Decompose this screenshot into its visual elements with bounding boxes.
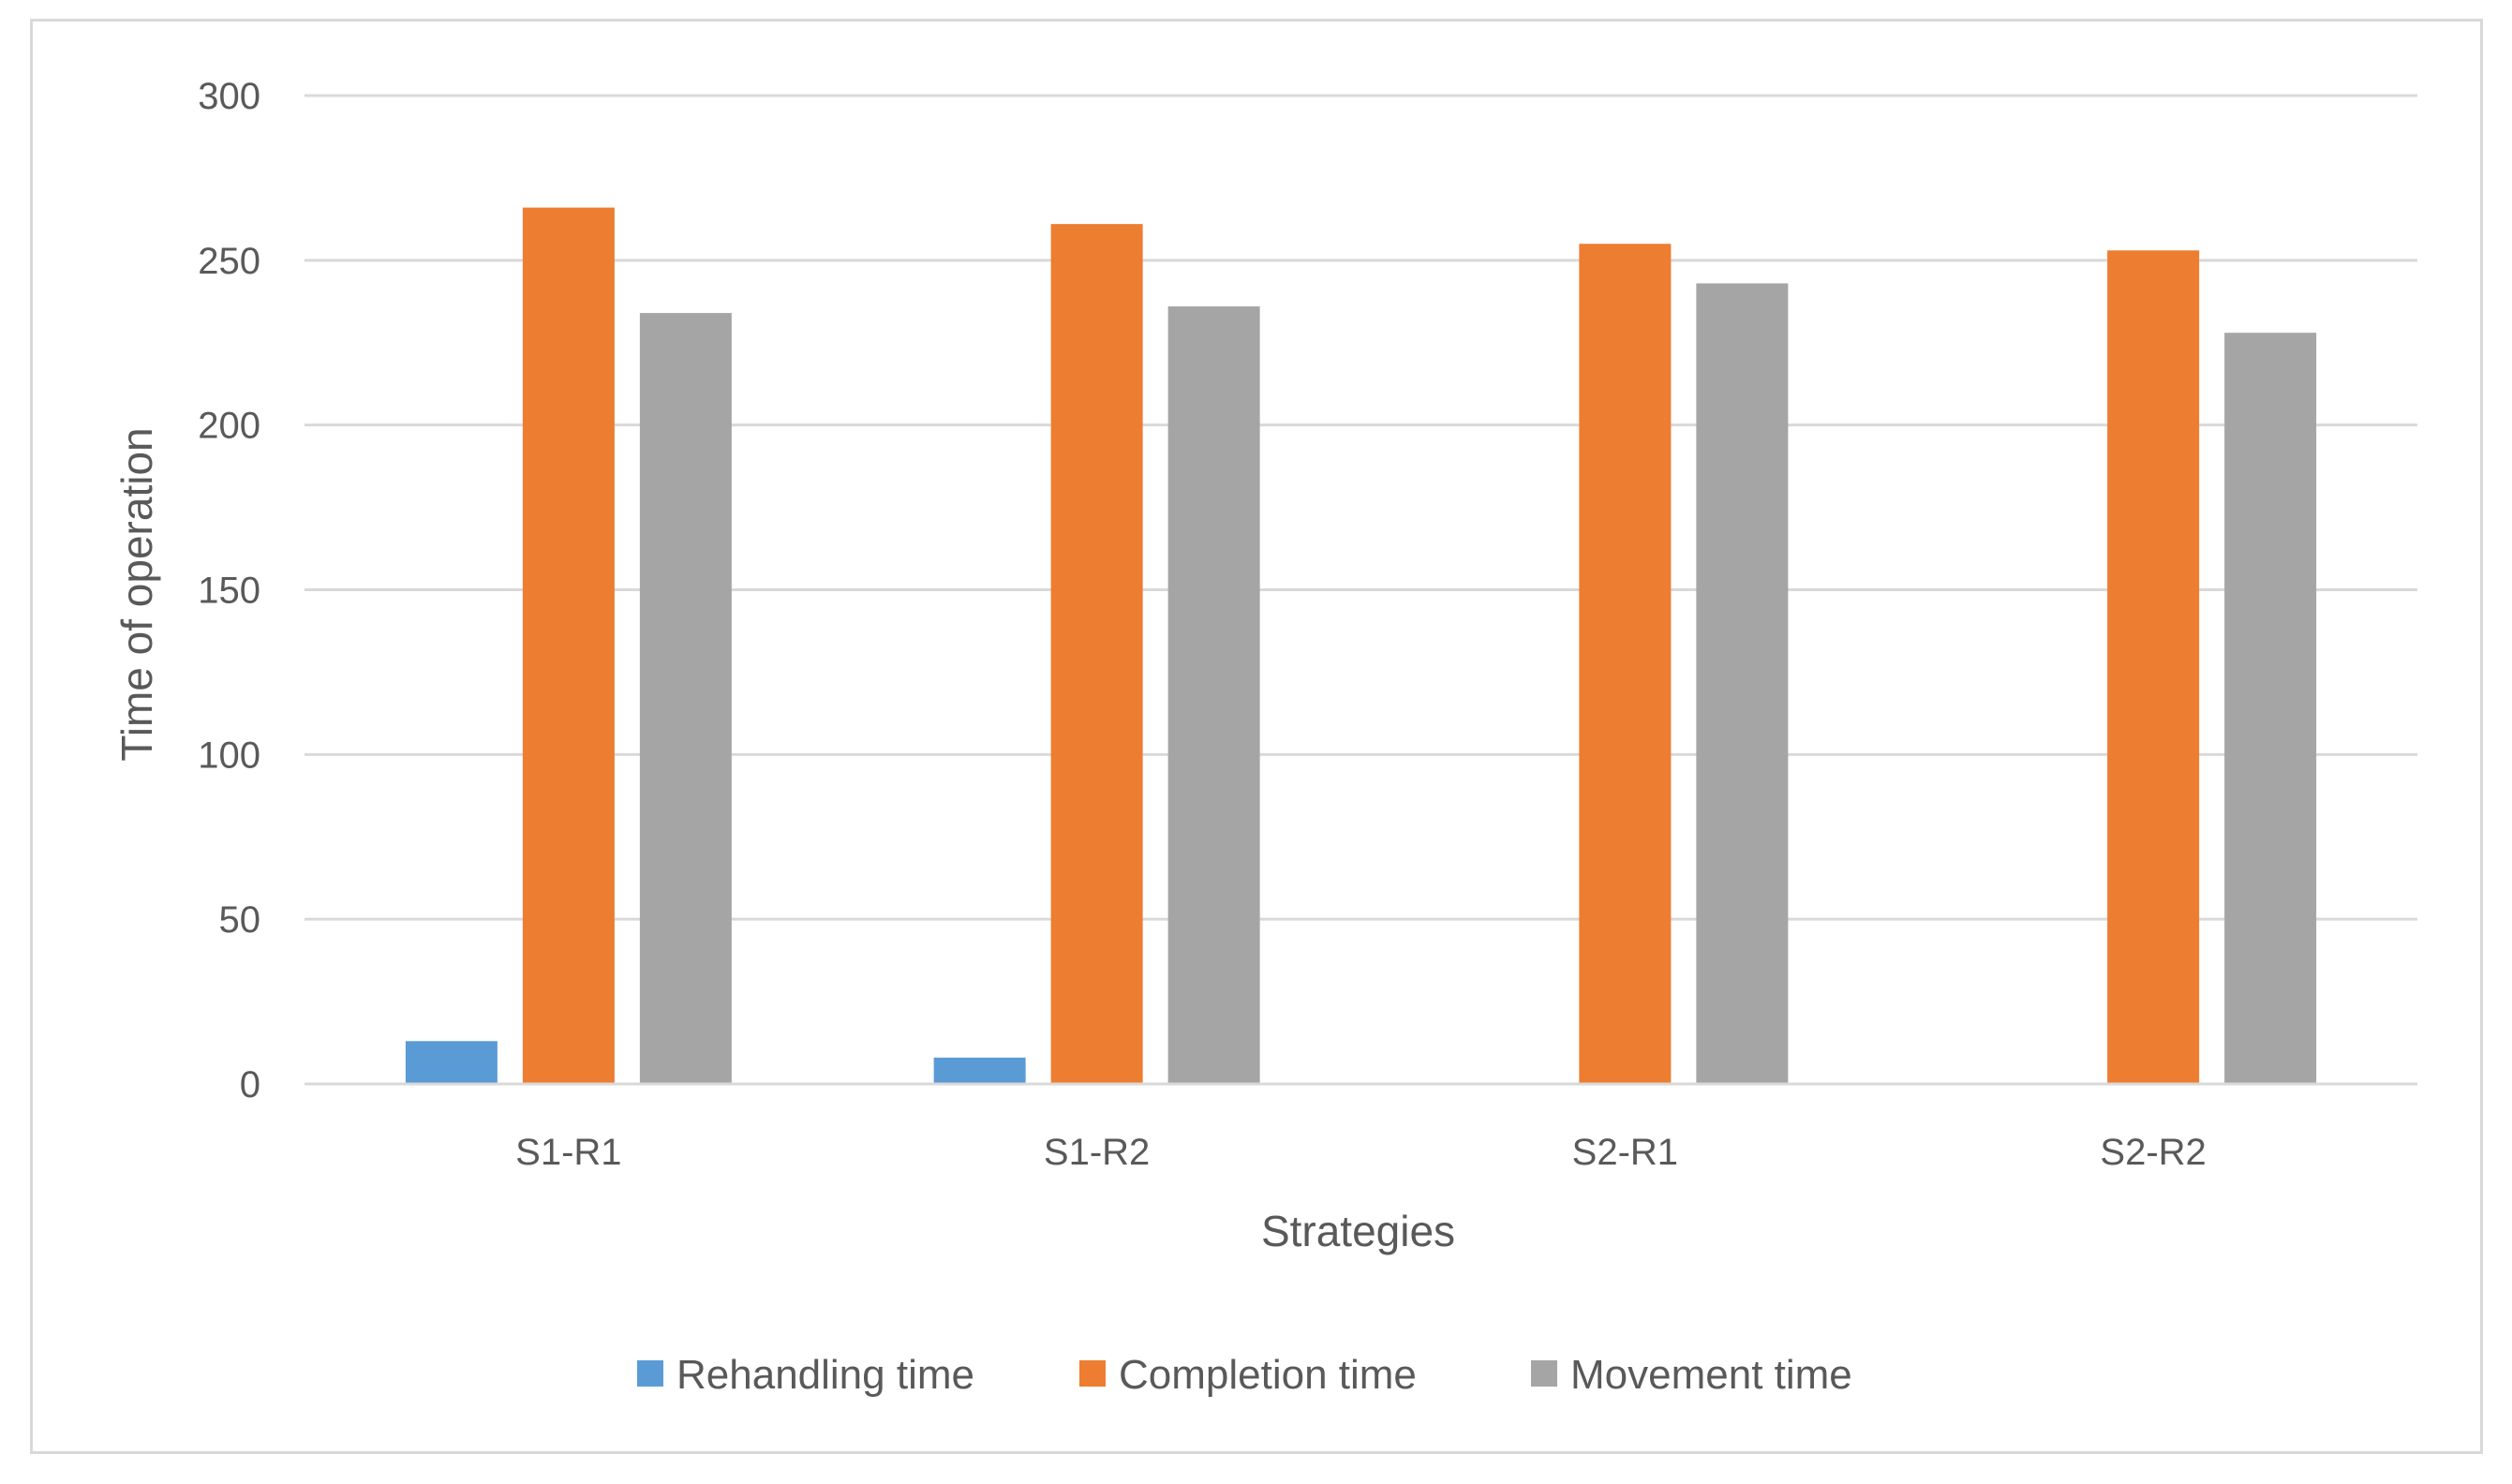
bar-rehandling-time-s1-r1 [405,1041,498,1084]
legend-label: Completion time [1119,1352,1417,1398]
legend-swatch [1079,1360,1106,1387]
y-tick-label: 300 [198,76,260,117]
y-tick-label: 150 [198,571,260,612]
y-tick-label: 100 [198,735,260,776]
legend-label: Movement time [1570,1352,1852,1398]
legend-label: Rehandling time [676,1352,974,1398]
y-tick-label: 0 [240,1064,260,1106]
legend-swatch [637,1360,663,1387]
y-tick-label: 50 [219,899,261,941]
y-axis-title: Time of operation [112,427,161,761]
bar-completion-time-s1-r1 [522,207,615,1085]
gridlines [305,94,2417,921]
bar-completion-time-s2-r2 [2107,250,2200,1084]
y-axis-ticks: 0 50 100 150 200 250 300 [198,76,260,1106]
bar-completion-time-s2-r1 [1579,244,1672,1084]
bar-movement-time-s2-r1 [1696,283,1789,1084]
legend-swatch [1531,1360,1557,1387]
bar-movement-time-s2-r2 [2224,333,2317,1084]
bar-rehandling-time-s1-r2 [933,1057,1026,1084]
x-tick-label: S1-R2 [1044,1132,1150,1173]
y-tick-label: 200 [198,406,260,447]
bar-movement-time-s1-r2 [1167,306,1260,1085]
x-tick-label: S2-R1 [1572,1132,1678,1173]
x-tick-label: S2-R2 [2100,1132,2206,1173]
x-axis-ticks: S1-R1 S1-R2 S2-R1 S2-R2 [515,1132,2207,1173]
y-tick-label: 250 [198,241,260,282]
bar-movement-time-s1-r1 [639,313,732,1085]
x-axis-title: Strategies [1261,1207,1455,1255]
x-tick-label: S1-R1 [515,1132,621,1173]
legend: Rehandling time Completion time Movement t… [637,1352,1852,1398]
bar-completion-time-s1-r2 [1050,224,1143,1084]
bars [405,207,2317,1085]
